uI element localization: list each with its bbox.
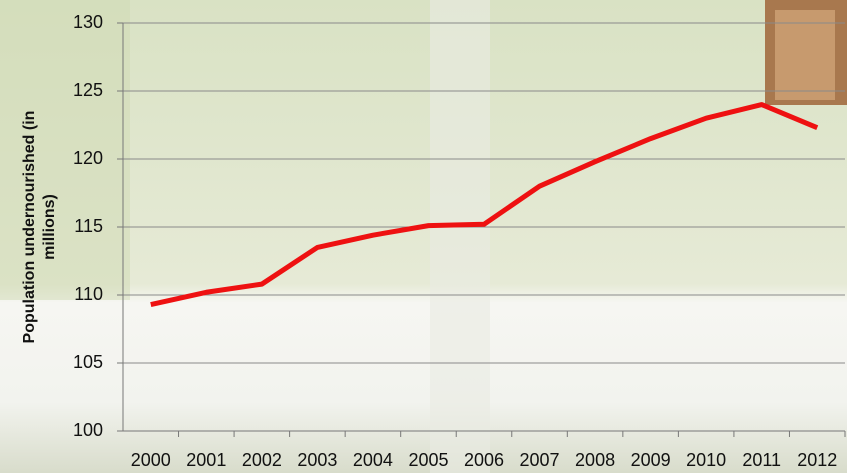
x-tick-label: 2002 bbox=[242, 450, 282, 470]
y-axis-label: Population undernourished (in millions) bbox=[21, 110, 58, 344]
x-tick-label: 2003 bbox=[297, 450, 337, 470]
x-tick-label: 2007 bbox=[520, 450, 560, 470]
x-tick-label: 2010 bbox=[686, 450, 726, 470]
y-tick-label: 130 bbox=[73, 12, 103, 32]
x-tick-label: 2000 bbox=[131, 450, 171, 470]
x-tick-label: 2008 bbox=[575, 450, 615, 470]
x-tick-label: 2001 bbox=[186, 450, 226, 470]
y-tick-label: 115 bbox=[74, 216, 103, 236]
y-tick-label: 125 bbox=[73, 80, 103, 100]
x-tick-label: 2004 bbox=[353, 450, 393, 470]
x-tick-label: 2006 bbox=[464, 450, 504, 470]
y-tick-label: 110 bbox=[74, 284, 103, 304]
background-foliage bbox=[0, 0, 130, 300]
x-tick-label: 2009 bbox=[631, 450, 671, 470]
y-tick-label: 105 bbox=[73, 352, 103, 372]
y-tick-label: 100 bbox=[73, 420, 103, 440]
x-tick-label: 2011 bbox=[742, 450, 781, 470]
line-series bbox=[150, 102, 819, 307]
x-tick-label: 2005 bbox=[408, 450, 448, 470]
photo-inset-figure bbox=[775, 10, 835, 100]
background-post bbox=[430, 0, 490, 473]
y-tick-label: 120 bbox=[73, 148, 103, 168]
x-tick-label: 2012 bbox=[797, 450, 837, 470]
